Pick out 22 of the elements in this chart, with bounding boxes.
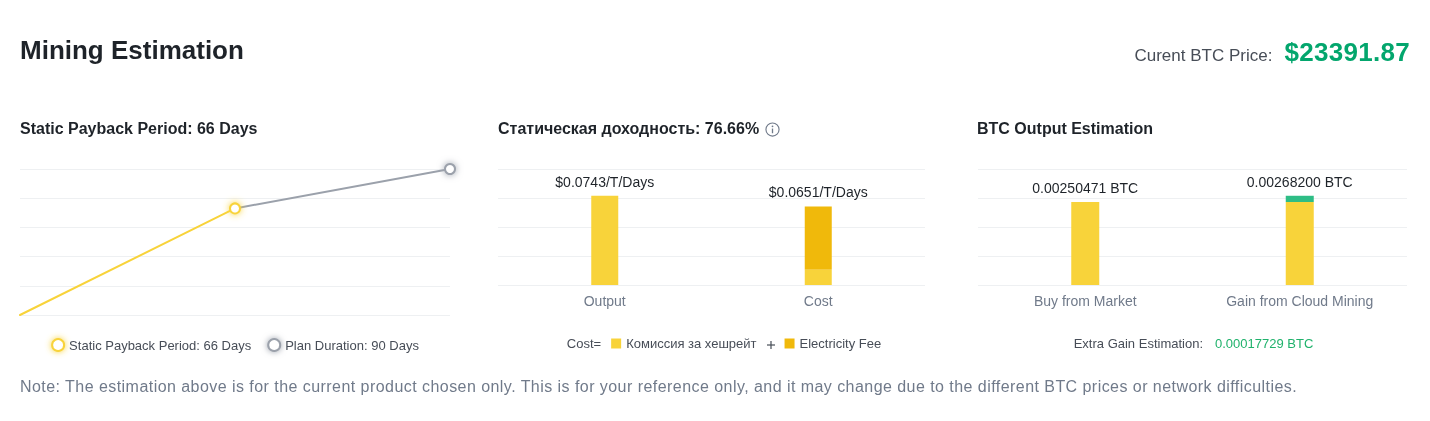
text: Curent BTC Price:: [1134, 46, 1273, 66]
text: Extra Gain Estimation:: [1073, 336, 1204, 351]
x-tick-label: Buy from Market: [1033, 293, 1137, 309]
legend-label: Electricity Fee: [799, 336, 882, 351]
text: Note: The estimation above is for the current product chosen only. This is for your reference only, and it may change due to the different BTC prices or network difficulties.: [20, 378, 1298, 396]
legend-label: Static Payback Period: 66 Days: [69, 337, 252, 353]
chart-title: BTC Output Estimation: [977, 119, 1153, 139]
text: Mining Estimation: [20, 34, 244, 66]
x-tick-label: Output: [583, 293, 626, 309]
legend-title: Cost=: [566, 336, 602, 351]
legend-label: Plan Duration: 90 Days: [285, 337, 420, 353]
text: $23391.87: [1284, 37, 1410, 68]
chart-title: Статическая доходность: 76.66%: [498, 119, 760, 139]
x-tick-label: Gain from Cloud Mining: [1226, 293, 1374, 309]
chart-title: Static Payback Period: 66 Days: [20, 119, 258, 139]
annotation: $0.0651/T/Days: [768, 184, 868, 201]
legend-label: Комиссия за хешрейт: [626, 336, 757, 351]
annotation: $0.0743/T/Days: [555, 173, 655, 190]
annotation: 0.00250471 BTC: [1032, 180, 1139, 196]
x-tick-label: Cost: [803, 293, 833, 309]
annotation: 0.00268200 BTC: [1246, 173, 1353, 190]
text: 0.00017729 BTC: [1215, 336, 1314, 351]
